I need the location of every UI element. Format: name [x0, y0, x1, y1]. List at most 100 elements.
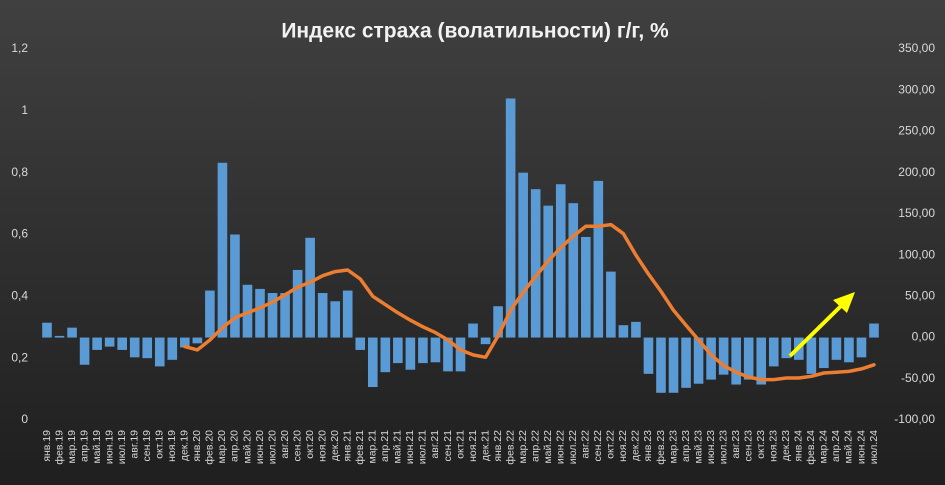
x-tick-label: июл.19: [116, 430, 128, 464]
x-tick-label: окт.22: [605, 430, 617, 459]
bar: [104, 337, 115, 347]
y2-tick-label: -100,00: [894, 412, 935, 426]
x-tick-label: сен.23: [742, 430, 754, 462]
bar: [668, 337, 679, 393]
x-tick-label: июн.19: [103, 430, 115, 464]
bar: [42, 322, 52, 338]
x-tick-label: ноя.20: [316, 430, 328, 462]
x-tick-label: дек.23: [780, 430, 792, 461]
bar: [455, 337, 466, 372]
bar: [330, 301, 340, 338]
bar: [869, 323, 879, 338]
x-tick-label: мар.22: [517, 430, 529, 464]
y2-tick-label: -50,00: [901, 371, 935, 385]
bar: [493, 306, 503, 338]
bar: [342, 290, 353, 338]
bar: [117, 337, 127, 350]
bar: [806, 337, 817, 374]
bar: [643, 337, 654, 374]
bar: [418, 337, 428, 364]
x-tick-label: фев.22: [504, 430, 516, 465]
bar: [167, 337, 178, 360]
x-tick-label: июн.22: [555, 430, 567, 464]
y2-tick-label: 50,00: [905, 289, 935, 303]
x-tick-label: мар.20: [216, 430, 228, 464]
x-tick-label: дек.19: [179, 430, 191, 461]
x-tick-label: авг.20: [279, 430, 291, 459]
bar: [217, 162, 228, 338]
x-tick-label: ноя.19: [166, 430, 178, 462]
x-tick-label: мар.23: [667, 430, 679, 464]
bar: [606, 271, 616, 338]
x-tick-label: окт.23: [755, 430, 767, 459]
x-tick-label: апр.20: [229, 430, 241, 462]
x-tick-label: окт.21: [454, 430, 466, 459]
x-tick-label: май.19: [91, 430, 103, 464]
x-tick-label: окт.19: [154, 430, 166, 459]
bar: [831, 337, 842, 360]
x-tick-label: мар.24: [818, 430, 830, 464]
x-tick-label: июл.21: [417, 430, 429, 464]
y2-tick-label: 300,00: [898, 82, 935, 96]
x-tick-label: ноя.22: [617, 430, 629, 462]
bar: [530, 189, 541, 338]
x-tick-label: дек.20: [329, 430, 341, 461]
x-tick-label: июн.21: [404, 430, 416, 464]
bar: [581, 236, 591, 338]
x-tick-label: май.23: [692, 430, 704, 464]
line: [183, 222, 876, 382]
x-tick-label: май.20: [241, 430, 253, 464]
x-tick-label: авг.21: [429, 430, 441, 459]
x-tick-label: ноя.21: [467, 430, 479, 462]
x-tick-label: июл.20: [266, 430, 278, 464]
x-tick-label: май.24: [843, 430, 855, 464]
bar: [129, 337, 140, 358]
y-tick-label: 1: [21, 103, 28, 117]
bar: [443, 337, 453, 372]
x-tick-label: авг.22: [580, 430, 592, 459]
y2-tick-label: 200,00: [898, 165, 935, 179]
bar: [618, 325, 629, 338]
x-tick-label: сен.19: [141, 430, 153, 462]
arrow-shaft: [788, 303, 844, 358]
bar: [844, 337, 854, 363]
y2-tick-label: 350,00: [898, 41, 935, 55]
x-tick-label: фев.19: [53, 430, 65, 465]
bar: [180, 337, 190, 348]
plot-area: 0 0,2 0,4 0,6 0,8 1 1,2 -100,00 -50,00 0,00 50,00 1…: [11, 41, 935, 464]
bar: [468, 323, 478, 338]
x-tick-label: янв.20: [191, 430, 203, 462]
x-tick-label: июл.22: [567, 430, 579, 464]
x-tick-label: июн.23: [705, 430, 717, 464]
bar: [555, 184, 566, 338]
y-tick-label: 0,6: [11, 227, 28, 241]
y-tick-label: 0: [21, 412, 28, 426]
x-tick-label: окт.20: [304, 430, 316, 459]
x-tick-label: апр.22: [529, 430, 541, 462]
x-tick-label: янв.22: [492, 430, 504, 462]
bar: [142, 337, 153, 359]
bar: [393, 337, 403, 364]
bar: [92, 337, 102, 350]
bar: [505, 98, 516, 338]
bar: [856, 337, 867, 358]
bar: [192, 337, 203, 344]
arrow-head: [833, 292, 855, 313]
bar: [543, 205, 554, 338]
bar: [756, 337, 767, 385]
bar: [292, 269, 303, 338]
bar: [631, 321, 641, 338]
x-tick-label: май.21: [392, 430, 404, 464]
x-tick-label: апр.24: [830, 430, 842, 462]
x-tick-label: фев.20: [204, 430, 216, 465]
bar: [819, 337, 829, 369]
x-tick-label: янв.24: [793, 430, 805, 462]
x-tick-label: сен.21: [442, 430, 454, 462]
y-tick-label: 0,4: [11, 289, 28, 303]
bar: [593, 180, 604, 338]
bar: [380, 337, 391, 373]
x-tick-label: сен.20: [291, 430, 303, 462]
x-tick-label: авг.19: [128, 430, 140, 459]
x-tick-label: мар.19: [66, 430, 78, 464]
